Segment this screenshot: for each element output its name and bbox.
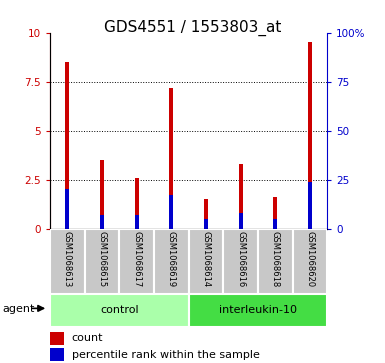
Bar bbox=[50, 229, 85, 294]
Bar bbox=[85, 229, 119, 294]
Text: GSM1068618: GSM1068618 bbox=[271, 231, 280, 287]
Bar bbox=[169, 87, 173, 229]
Bar bbox=[204, 199, 208, 229]
Bar bbox=[239, 164, 243, 229]
Bar bbox=[308, 42, 312, 229]
Bar bbox=[65, 189, 69, 229]
Bar bbox=[293, 229, 327, 294]
Bar bbox=[154, 229, 189, 294]
Text: GSM1068619: GSM1068619 bbox=[167, 231, 176, 287]
Text: GSM1068620: GSM1068620 bbox=[305, 231, 315, 287]
Text: GDS4551 / 1553803_at: GDS4551 / 1553803_at bbox=[104, 20, 281, 36]
Text: percentile rank within the sample: percentile rank within the sample bbox=[72, 350, 259, 360]
Bar bbox=[50, 348, 64, 362]
Bar bbox=[189, 229, 223, 294]
Bar bbox=[308, 182, 312, 229]
Bar bbox=[50, 294, 189, 327]
Text: interleukin-10: interleukin-10 bbox=[219, 305, 297, 315]
Text: GSM1068616: GSM1068616 bbox=[236, 231, 245, 287]
Bar bbox=[258, 229, 293, 294]
Text: GSM1068613: GSM1068613 bbox=[63, 231, 72, 287]
Bar bbox=[223, 229, 258, 294]
Text: GSM1068615: GSM1068615 bbox=[97, 231, 107, 287]
Text: control: control bbox=[100, 305, 139, 315]
Text: count: count bbox=[72, 334, 103, 343]
Bar bbox=[204, 219, 208, 229]
Text: GSM1068614: GSM1068614 bbox=[201, 231, 211, 287]
Bar bbox=[100, 215, 104, 229]
Text: agent: agent bbox=[2, 304, 34, 314]
Bar bbox=[189, 294, 327, 327]
Bar bbox=[135, 215, 139, 229]
Bar bbox=[65, 62, 69, 229]
Bar bbox=[169, 195, 173, 229]
Bar bbox=[50, 332, 64, 345]
Bar bbox=[119, 229, 154, 294]
Text: GSM1068617: GSM1068617 bbox=[132, 231, 141, 287]
Bar bbox=[100, 160, 104, 229]
Bar bbox=[239, 213, 243, 229]
Bar bbox=[135, 178, 139, 229]
Bar bbox=[273, 219, 277, 229]
Bar bbox=[273, 197, 277, 229]
